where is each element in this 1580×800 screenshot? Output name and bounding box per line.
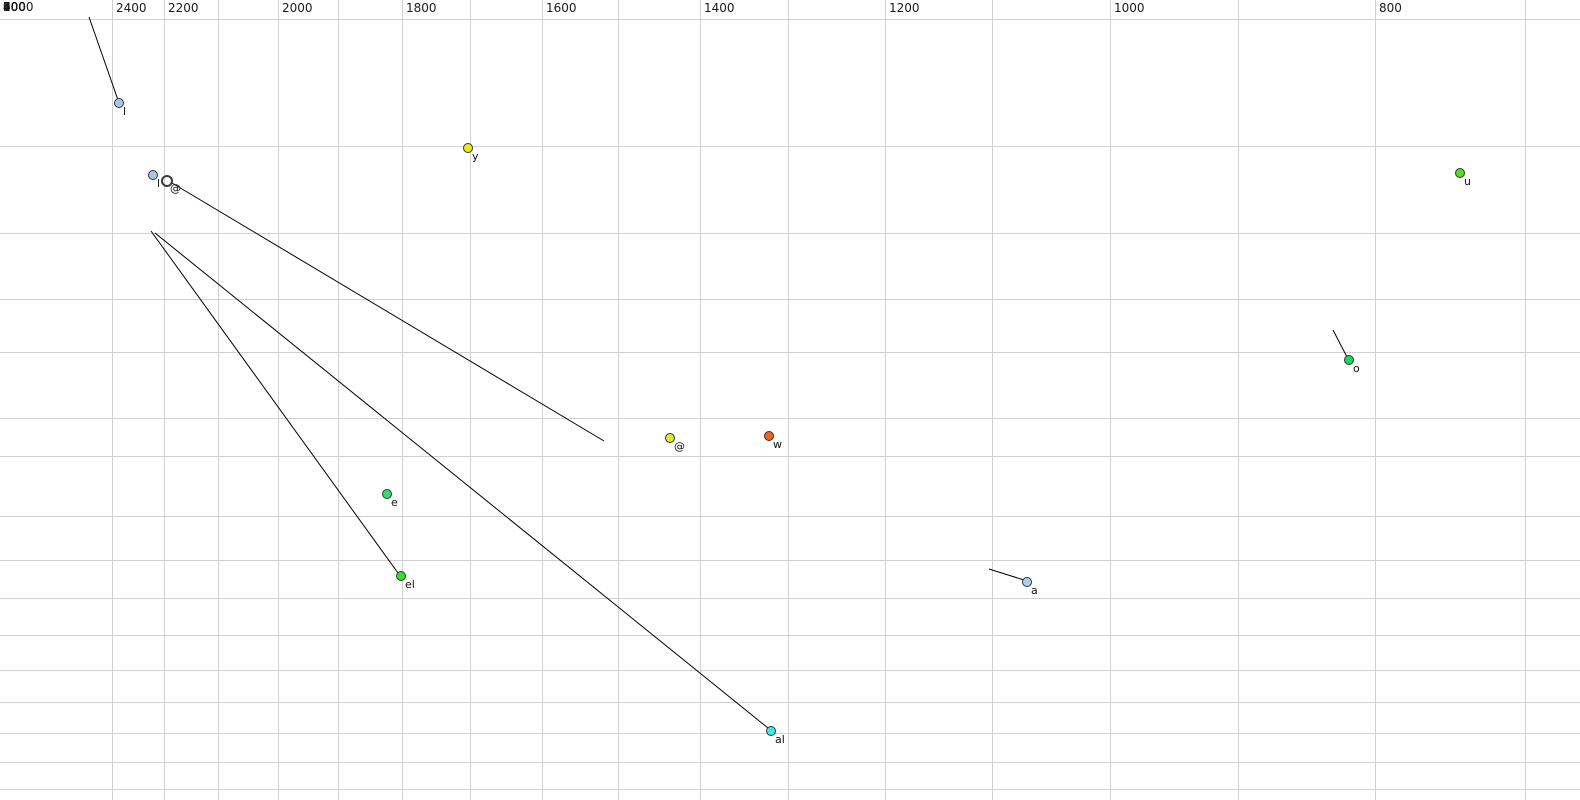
gridline-vertical <box>112 0 113 800</box>
data-point-marker[interactable] <box>148 170 158 180</box>
gridline-vertical <box>1238 0 1239 800</box>
gridline-vertical <box>700 0 701 800</box>
data-point-marker[interactable] <box>1455 168 1465 178</box>
x-axis-tick-label: 1200 <box>889 1 920 15</box>
data-point-label: l <box>123 105 127 118</box>
y-axis-tick-label: 600 <box>3 0 26 14</box>
data-point-label: o <box>1353 362 1360 375</box>
trail-a <box>988 568 1025 581</box>
gridline-vertical <box>618 0 619 800</box>
x-axis-tick-label: 2200 <box>168 1 199 15</box>
data-point-marker[interactable] <box>382 489 392 499</box>
x-axis-tick-label: 2000 <box>282 1 313 15</box>
gridline-horizontal <box>0 19 1580 20</box>
gridline-horizontal <box>0 352 1580 353</box>
data-point-marker[interactable] <box>1022 577 1032 587</box>
gridline-horizontal <box>0 598 1580 599</box>
trail-al <box>154 232 769 729</box>
data-point-label: w <box>773 438 782 451</box>
y-axis-tick-label: 1000 <box>3 0 34 14</box>
x-axis-tick-label: 1400 <box>704 1 735 15</box>
gridline-horizontal <box>0 670 1580 671</box>
gridline-vertical <box>992 0 993 800</box>
y-axis-tick-label: 500 <box>3 0 26 14</box>
gridline-vertical <box>402 0 403 800</box>
x-axis-tick-label: 2400 <box>116 1 147 15</box>
gridline-horizontal <box>0 456 1580 457</box>
gridline-horizontal <box>0 233 1580 234</box>
gridline-horizontal <box>0 146 1580 147</box>
trail-el <box>150 230 399 574</box>
gridline-vertical <box>278 0 279 800</box>
trail-l <box>88 16 119 101</box>
gridline-vertical <box>1525 0 1526 800</box>
data-point-label: al <box>775 733 785 746</box>
gridline-vertical <box>164 0 165 800</box>
gridline-horizontal <box>0 560 1580 561</box>
data-point-marker[interactable] <box>766 726 776 736</box>
gridline-horizontal <box>0 762 1580 763</box>
y-axis-tick-label: 900 <box>3 0 26 14</box>
y-axis-tick-label: 800 <box>3 0 26 14</box>
x-axis-tick-label: 1800 <box>406 1 437 15</box>
data-point-label: @ <box>170 182 181 195</box>
trail-at-long <box>171 182 605 442</box>
data-point-label: l <box>157 177 161 190</box>
data-point-label: a <box>1031 584 1038 597</box>
gridline-vertical <box>1110 0 1111 800</box>
gridline-vertical <box>1375 0 1376 800</box>
data-point-marker[interactable] <box>665 433 675 443</box>
data-point-label: @ <box>674 440 685 453</box>
gridline-vertical <box>885 0 886 800</box>
gridline-horizontal <box>0 702 1580 703</box>
gridline-vertical <box>470 0 471 800</box>
data-point-label: u <box>1464 175 1471 188</box>
x-axis-tick-label: 800 <box>1379 1 1402 15</box>
x-axis-tick-label: 1600 <box>546 1 577 15</box>
y-axis-tick-label: 300 <box>3 0 26 14</box>
data-point-label: el <box>405 578 415 591</box>
data-point-label: y <box>472 150 479 163</box>
y-axis-tick-label: 400 <box>3 0 26 14</box>
data-point-marker[interactable] <box>161 175 173 187</box>
data-point-marker[interactable] <box>114 98 124 108</box>
gridline-vertical <box>338 0 339 800</box>
gridline-horizontal <box>0 733 1580 734</box>
gridline-horizontal <box>0 299 1580 300</box>
data-point-marker[interactable] <box>1344 355 1354 365</box>
y-axis-tick-label: 700 <box>3 0 26 14</box>
gridline-horizontal <box>0 516 1580 517</box>
gridline-horizontal <box>0 789 1580 790</box>
data-point-marker[interactable] <box>764 431 774 441</box>
gridline-vertical <box>542 0 543 800</box>
data-point-label: e <box>391 496 398 509</box>
gridline-horizontal <box>0 418 1580 419</box>
data-point-marker[interactable] <box>396 571 406 581</box>
gridline-horizontal <box>0 635 1580 636</box>
gridline-vertical <box>218 0 219 800</box>
gridline-vertical <box>788 0 789 800</box>
trail-o <box>1332 329 1348 358</box>
data-point-marker[interactable] <box>463 143 473 153</box>
x-axis-tick-label: 1000 <box>1114 1 1145 15</box>
